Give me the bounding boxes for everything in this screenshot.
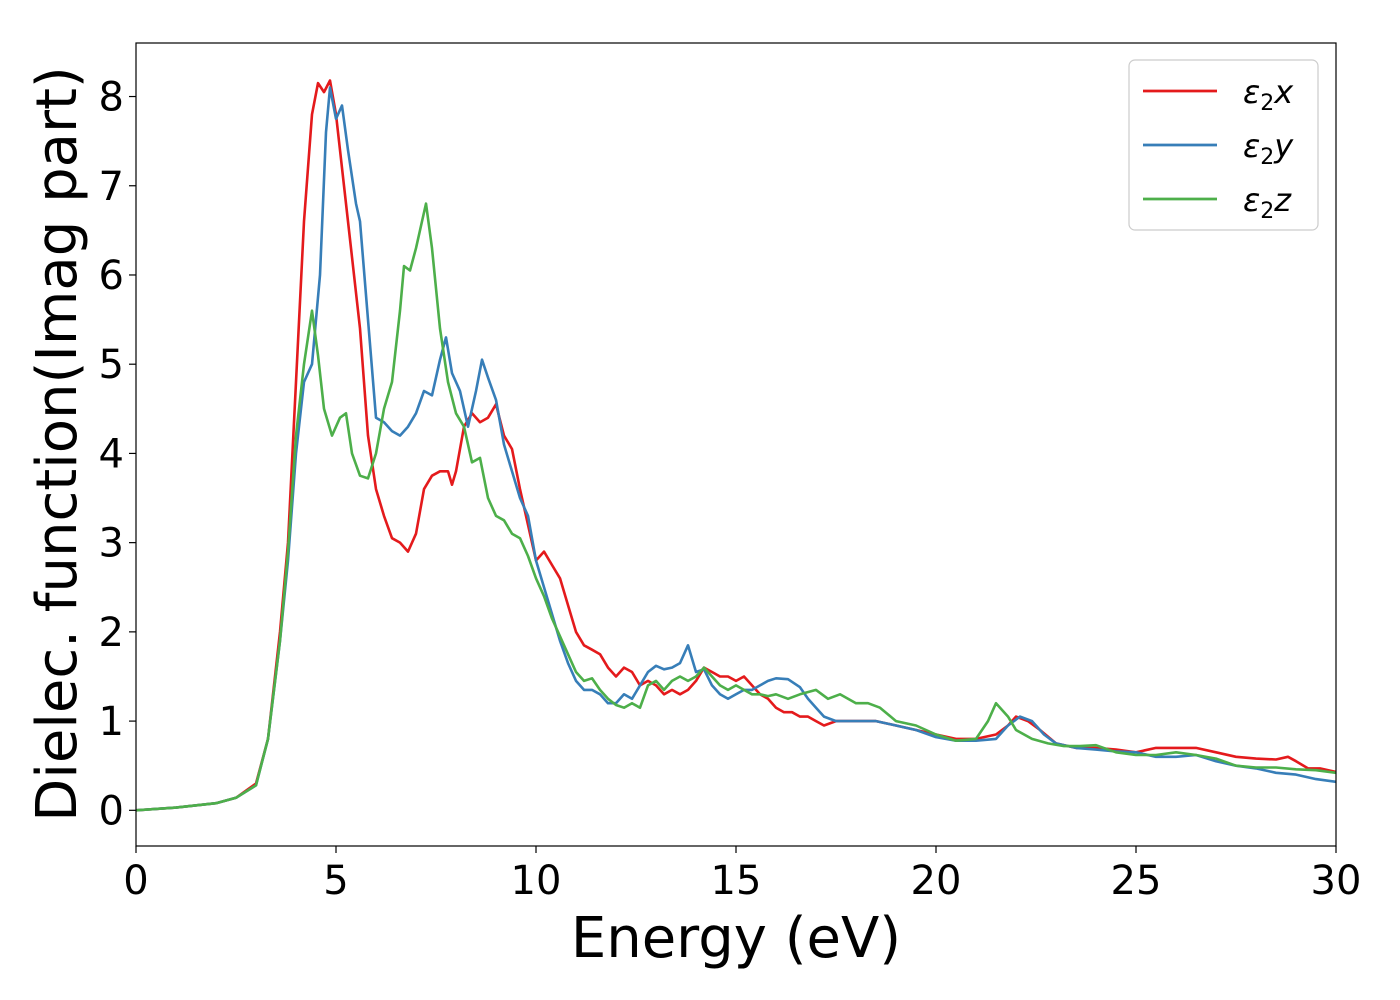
- legend-label-y: ε2y: [1243, 127, 1294, 170]
- legend-label-suffix: y: [1273, 127, 1294, 165]
- y-tick-label: 0: [99, 788, 124, 834]
- x-tick-label: 20: [911, 858, 962, 904]
- x-axis-title: Energy (eV): [571, 906, 901, 971]
- y-axis-title: Dielec. function(Imag part): [25, 66, 90, 822]
- y-tick-label: 2: [99, 610, 124, 656]
- x-tick-label: 15: [711, 858, 762, 904]
- y-tick-label: 7: [99, 164, 124, 210]
- x-axis: 0 5 10 15 20 25 30: [123, 846, 1361, 904]
- x-tick-label: 25: [1111, 858, 1162, 904]
- y-tick-label: 3: [99, 521, 124, 567]
- x-tick-label: 0: [123, 858, 148, 904]
- legend-label-x: ε2x: [1243, 73, 1294, 116]
- legend-label-subscript: 2: [1260, 199, 1274, 224]
- legend-label-suffix: x: [1273, 73, 1294, 111]
- y-tick-label: 8: [99, 75, 124, 121]
- x-tick-label: 5: [323, 858, 348, 904]
- y-tick-label: 1: [99, 699, 124, 745]
- x-tick-label: 30: [1311, 858, 1362, 904]
- y-axis: 0 1 2 3 4 5 6 7 8: [99, 75, 136, 834]
- y-tick-label: 6: [99, 253, 124, 299]
- series-line-z: [136, 202, 1336, 812]
- legend-label-z: ε2z: [1243, 181, 1292, 224]
- x-tick-label: 10: [511, 858, 562, 904]
- legend-label-base: ε: [1243, 127, 1260, 165]
- legend-frame: [1128, 59, 1319, 231]
- y-tick-label: 4: [99, 431, 124, 477]
- legend-label-base: ε: [1243, 181, 1260, 219]
- legend-label-base: ε: [1243, 73, 1260, 111]
- legend-label-suffix: z: [1273, 181, 1292, 219]
- legend-label-subscript: 2: [1260, 145, 1274, 170]
- y-tick-label: 5: [99, 342, 124, 388]
- series-layer: [136, 79, 1336, 812]
- series-line-y: [136, 86, 1336, 812]
- legend-label-subscript: 2: [1260, 91, 1274, 116]
